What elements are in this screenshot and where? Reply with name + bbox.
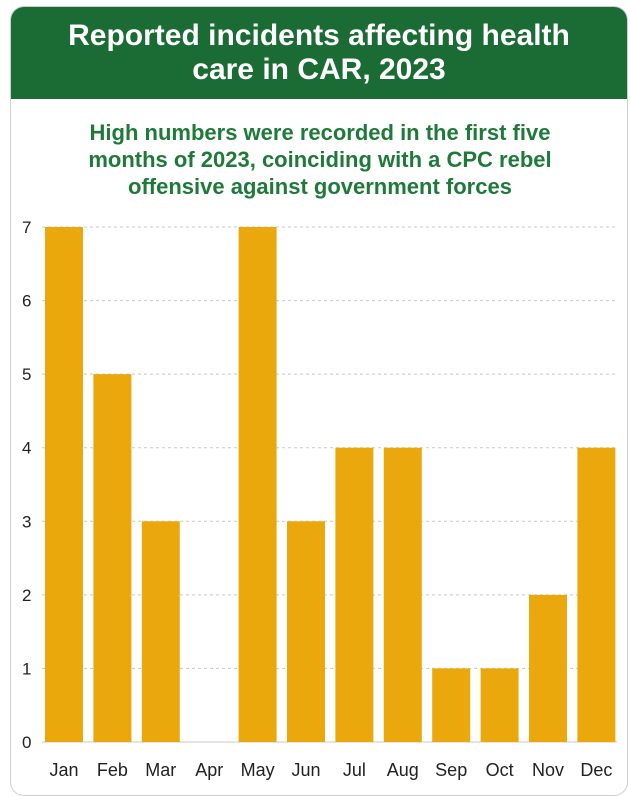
chart-title-line-2: care in CAR, 2023	[192, 53, 446, 86]
bar-oct	[480, 668, 519, 742]
x-tick-label-feb: Feb	[97, 760, 128, 780]
x-tick-label-sep: Sep	[435, 760, 467, 780]
y-tick-label: 5	[22, 365, 31, 384]
chart-header: Reported incidents affecting health care…	[11, 7, 627, 99]
y-tick-label: 1	[22, 659, 31, 678]
bar-mar	[141, 521, 180, 742]
y-tick-label: 0	[22, 733, 31, 752]
x-tick-label-may: May	[241, 760, 275, 780]
y-tick-label: 7	[22, 218, 31, 237]
bar-sep	[432, 668, 471, 742]
bar-jan	[45, 227, 83, 742]
x-axis-ticks: Jan Feb Mar Apr May Jun Jul Aug Sep Oct Nov Dec	[49, 760, 612, 780]
bar-aug	[383, 447, 422, 742]
x-tick-label-mar: Mar	[145, 760, 176, 780]
chart-subtitle-line-3: offensive against government forces	[128, 174, 512, 199]
bar-feb	[93, 374, 132, 742]
x-tick-label-nov: Nov	[532, 760, 564, 780]
y-tick-label: 4	[22, 439, 31, 458]
bar-jun	[287, 521, 325, 742]
chart-subtitle: High numbers were recorded in the first …	[11, 119, 627, 200]
chart-subtitle-line-2: months of 2023, coinciding with a CPC re…	[88, 147, 552, 172]
chart-title-line-1: Reported incidents affecting health	[68, 19, 570, 52]
x-tick-label-jul: Jul	[343, 760, 366, 780]
chart-subtitle-line-1: High numbers were recorded in the first …	[89, 120, 551, 145]
gridlines	[42, 226, 617, 743]
bar-may	[238, 227, 277, 742]
y-tick-label: 2	[22, 586, 31, 605]
x-tick-label-dec: Dec	[580, 760, 612, 780]
x-tick-label-aug: Aug	[387, 760, 419, 780]
x-tick-label-jan: Jan	[49, 760, 78, 780]
bar-dec	[577, 447, 616, 742]
y-tick-label: 6	[22, 292, 31, 311]
y-tick-label: 3	[22, 512, 31, 531]
bars	[45, 227, 616, 742]
y-axis-ticks: 0 1 2 3 4 5 6 7	[22, 218, 31, 752]
x-tick-label-jun: Jun	[291, 760, 320, 780]
x-tick-label-apr: Apr	[195, 760, 223, 780]
bar-jul	[335, 447, 374, 742]
bar-nov	[529, 594, 567, 742]
x-tick-label-oct: Oct	[486, 760, 514, 780]
